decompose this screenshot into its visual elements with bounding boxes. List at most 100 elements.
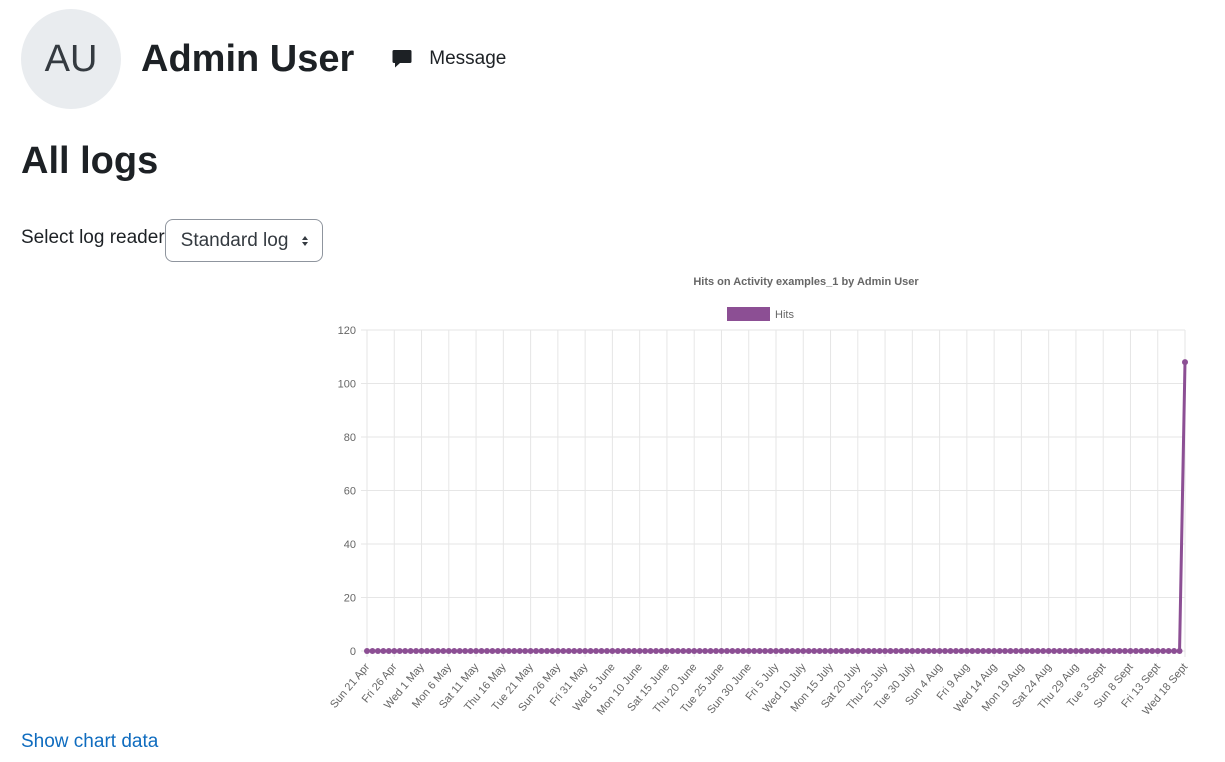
hits-data-point bbox=[1122, 648, 1129, 654]
hits-data-point bbox=[434, 648, 441, 654]
hits-data-point bbox=[653, 648, 660, 654]
hits-data-point bbox=[391, 648, 398, 654]
legend-label: Hits bbox=[775, 309, 794, 321]
hits-data-point bbox=[527, 648, 534, 654]
hits-data-point bbox=[1078, 648, 1085, 654]
hits-data-point bbox=[576, 648, 583, 654]
y-tick-label: 20 bbox=[344, 593, 356, 605]
hits-data-point bbox=[882, 648, 889, 654]
y-tick-label: 80 bbox=[344, 432, 356, 444]
hits-data-point bbox=[429, 648, 436, 654]
hits-data-point bbox=[985, 648, 992, 654]
hits-data-point bbox=[920, 648, 927, 654]
hits-data-point bbox=[822, 648, 829, 654]
hits-data-point bbox=[560, 648, 567, 654]
hits-data-point bbox=[407, 648, 414, 654]
hits-data-point bbox=[658, 648, 665, 654]
hits-data-point bbox=[587, 648, 594, 654]
hits-data-point bbox=[947, 648, 954, 654]
hits-data-point bbox=[702, 648, 709, 654]
hits-data-point bbox=[892, 648, 899, 654]
hits-data-point bbox=[593, 648, 600, 654]
hits-data-point bbox=[854, 648, 861, 654]
hits-data-point bbox=[1023, 648, 1030, 654]
hits-data-point bbox=[483, 648, 490, 654]
hits-data-point bbox=[871, 648, 878, 654]
hits-data-point bbox=[996, 648, 1003, 654]
hits-data-point bbox=[713, 648, 720, 654]
hits-data-point bbox=[745, 648, 752, 654]
y-tick-label: 0 bbox=[350, 646, 356, 658]
hits-data-point bbox=[364, 648, 370, 654]
select-caret-icon bbox=[302, 235, 309, 246]
message-button[interactable]: Message bbox=[392, 48, 506, 70]
hits-data-point bbox=[1176, 648, 1183, 654]
hits-data-point bbox=[647, 648, 654, 654]
hits-data-point bbox=[402, 648, 409, 654]
hits-data-point bbox=[631, 648, 638, 654]
hits-chart: Hits on Activity examples_1 by Admin Use… bbox=[328, 276, 1190, 718]
hits-data-point bbox=[843, 648, 850, 654]
hits-data-point bbox=[418, 648, 425, 654]
hits-data-point bbox=[451, 648, 458, 654]
hits-data-point bbox=[1062, 648, 1069, 654]
hits-data-point bbox=[860, 648, 867, 654]
hits-data-point bbox=[756, 648, 763, 654]
hits-data-point bbox=[1105, 648, 1112, 654]
hits-data-point bbox=[931, 648, 938, 654]
y-tick-label: 120 bbox=[338, 325, 356, 337]
hits-data-point bbox=[751, 648, 758, 654]
hits-data-point bbox=[1067, 648, 1074, 654]
hits-data-point bbox=[565, 648, 572, 654]
hits-data-point bbox=[963, 648, 970, 654]
hits-data-point bbox=[685, 648, 692, 654]
hits-data-point bbox=[925, 648, 932, 654]
hits-data-point bbox=[794, 648, 801, 654]
hits-data-point bbox=[609, 648, 616, 654]
hits-data-point bbox=[1182, 359, 1188, 366]
hits-data-point bbox=[1094, 648, 1101, 654]
hits-data-point bbox=[773, 648, 779, 654]
log-reader-select[interactable]: Standard log bbox=[164, 219, 324, 262]
hits-data-point bbox=[1007, 648, 1014, 654]
hits-data-point bbox=[849, 648, 856, 654]
hits-data-point bbox=[663, 648, 670, 654]
hits-data-point bbox=[832, 648, 839, 654]
message-icon bbox=[392, 50, 412, 68]
show-chart-data-link[interactable]: Show chart data bbox=[21, 731, 159, 752]
hits-data-point bbox=[674, 648, 681, 654]
hits-data-point bbox=[1132, 648, 1139, 654]
log-reader-selected: Standard log bbox=[180, 229, 289, 251]
hits-data-point bbox=[1089, 648, 1096, 654]
hits-data-point bbox=[827, 648, 834, 654]
hits-data-point bbox=[1056, 648, 1063, 654]
hits-data-point bbox=[1045, 648, 1052, 654]
hits-data-point bbox=[691, 648, 698, 654]
hits-data-point bbox=[478, 648, 485, 654]
hits-data-point bbox=[494, 648, 501, 654]
hits-data-point bbox=[903, 648, 910, 654]
hits-data-point bbox=[696, 648, 703, 654]
hits-data-point bbox=[1143, 648, 1150, 654]
hits-data-point bbox=[936, 648, 943, 654]
hits-data-point bbox=[898, 648, 905, 654]
hits-data-point bbox=[1154, 648, 1161, 654]
y-tick-label: 60 bbox=[344, 486, 356, 498]
hits-data-point bbox=[543, 648, 550, 654]
hits-data-point bbox=[1051, 648, 1058, 654]
hits-data-point bbox=[1040, 648, 1047, 654]
hits-data-point bbox=[1083, 648, 1090, 654]
log-reader-label: Select log reader bbox=[21, 227, 165, 248]
chart-title: Hits on Activity examples_1 by Admin Use… bbox=[693, 276, 919, 288]
log-reader-row: Select log reader Standard log bbox=[21, 219, 324, 262]
hits-data-point bbox=[729, 648, 736, 654]
hits-data-point bbox=[952, 648, 959, 654]
hits-data-point bbox=[723, 648, 730, 654]
hits-data-point bbox=[473, 648, 480, 654]
hits-data-point bbox=[462, 648, 469, 654]
hits-data-point bbox=[554, 648, 561, 654]
hits-data-point bbox=[969, 648, 976, 654]
hits-data-point bbox=[467, 648, 474, 654]
hits-data-point bbox=[445, 648, 452, 654]
hits-data-point bbox=[958, 648, 965, 654]
